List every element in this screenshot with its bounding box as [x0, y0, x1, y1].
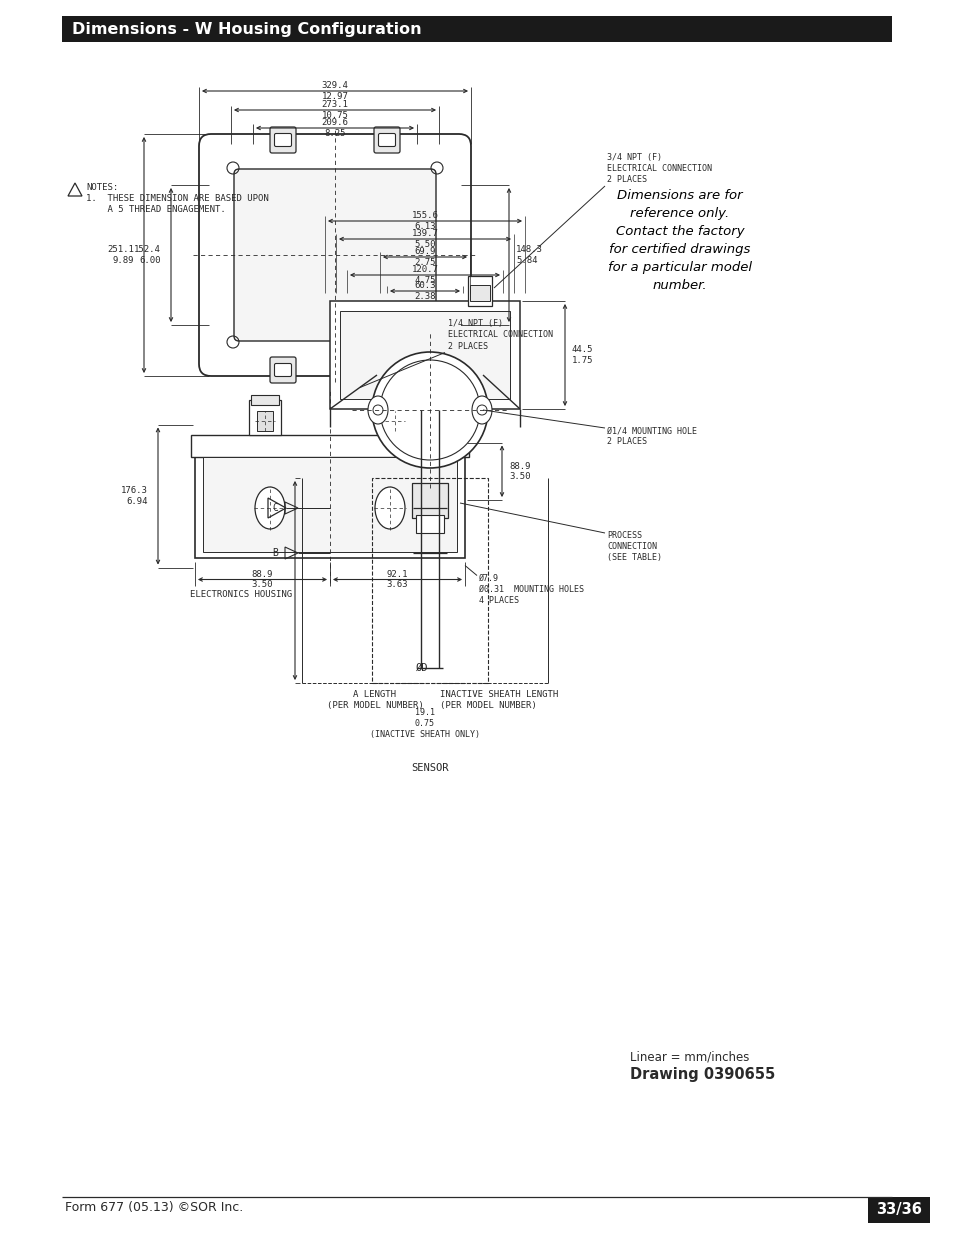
FancyBboxPatch shape — [233, 169, 436, 341]
Text: Drawing 0390655: Drawing 0390655 — [629, 1067, 775, 1083]
FancyBboxPatch shape — [378, 363, 395, 377]
Text: Ø7.9
Ø0.31  MOUNTING HOLES
4 PLACES: Ø7.9 Ø0.31 MOUNTING HOLES 4 PLACES — [478, 573, 583, 605]
Text: 92.1
3.63: 92.1 3.63 — [386, 569, 408, 589]
Text: 33/36: 33/36 — [875, 1203, 921, 1218]
Text: 60.3
2.38: 60.3 2.38 — [414, 282, 436, 300]
Bar — [468, 275, 492, 306]
Text: 3/4 NPT (F)
ELECTRICAL CONNECTION
2 PLACES: 3/4 NPT (F) ELECTRICAL CONNECTION 2 PLAC… — [606, 153, 711, 184]
Bar — [256, 410, 273, 431]
Circle shape — [476, 405, 486, 415]
Bar — [372, 478, 488, 683]
Text: 88.9
3.50: 88.9 3.50 — [509, 462, 530, 480]
Bar — [191, 435, 469, 457]
Ellipse shape — [254, 487, 285, 529]
Bar — [380, 394, 409, 405]
Text: 120.7
4.75: 120.7 4.75 — [411, 266, 438, 285]
Text: Ø1/4 MOUNTING HOLE
2 PLACES: Ø1/4 MOUNTING HOLE 2 PLACES — [606, 426, 697, 446]
Ellipse shape — [472, 396, 492, 424]
Text: Form 677 (05.13) ©SOR Inc.: Form 677 (05.13) ©SOR Inc. — [65, 1200, 243, 1214]
Text: 139.7
5.50: 139.7 5.50 — [411, 230, 438, 248]
Circle shape — [379, 359, 479, 459]
Ellipse shape — [375, 487, 405, 529]
Bar — [412, 483, 448, 517]
Ellipse shape — [368, 396, 388, 424]
Circle shape — [372, 352, 488, 468]
Text: Linear = mm/inches: Linear = mm/inches — [629, 1051, 749, 1063]
Text: 209.6
8.25: 209.6 8.25 — [321, 119, 348, 137]
Text: Dimensions - W Housing Configuration: Dimensions - W Housing Configuration — [71, 21, 421, 37]
Bar — [378, 399, 411, 435]
Text: 69.9
2.75: 69.9 2.75 — [414, 247, 436, 267]
Text: 44.5
1.75: 44.5 1.75 — [572, 346, 593, 364]
Bar — [339, 311, 510, 399]
Bar — [194, 442, 464, 557]
Text: 176.3
6.94: 176.3 6.94 — [121, 487, 148, 505]
FancyBboxPatch shape — [374, 357, 399, 383]
Bar — [330, 301, 519, 409]
Text: 19.1
0.75
(INACTIVE SHEATH ONLY): 19.1 0.75 (INACTIVE SHEATH ONLY) — [370, 708, 479, 740]
Bar — [62, 16, 891, 42]
Text: C: C — [272, 503, 277, 513]
Text: PROCESS
CONNECTION
(SEE TABLE): PROCESS CONNECTION (SEE TABLE) — [606, 531, 661, 562]
FancyBboxPatch shape — [274, 133, 292, 147]
Text: 88.9
3.50: 88.9 3.50 — [252, 569, 273, 589]
Text: 251.1
9.89: 251.1 9.89 — [107, 246, 133, 264]
Text: SENSOR: SENSOR — [411, 763, 448, 773]
FancyBboxPatch shape — [199, 135, 471, 375]
Text: 152.4
6.00: 152.4 6.00 — [134, 246, 161, 264]
Text: 1/4 NPT (F)
ELECTRICAL CONNECTION
2 PLACES: 1/4 NPT (F) ELECTRICAL CONNECTION 2 PLAC… — [448, 320, 553, 351]
Circle shape — [373, 405, 382, 415]
Text: A LENGTH
(PER MODEL NUMBER): A LENGTH (PER MODEL NUMBER) — [326, 690, 423, 710]
Bar — [251, 394, 278, 405]
Text: 155.6
6.13: 155.6 6.13 — [411, 211, 438, 231]
Text: B: B — [272, 548, 277, 558]
Bar — [416, 515, 443, 534]
Text: ØD: ØD — [416, 663, 428, 673]
Bar — [470, 285, 490, 301]
Text: Dimensions are for
reference only.
Contact the factory
for certified drawings
fo: Dimensions are for reference only. Conta… — [607, 189, 751, 291]
Text: 329.4
12.97: 329.4 12.97 — [321, 82, 348, 101]
Text: 148.3
5.84: 148.3 5.84 — [516, 246, 542, 264]
FancyBboxPatch shape — [274, 363, 292, 377]
FancyBboxPatch shape — [378, 133, 395, 147]
Text: INACTIVE SHEATH LENGTH
(PER MODEL NUMBER): INACTIVE SHEATH LENGTH (PER MODEL NUMBER… — [439, 690, 558, 710]
Bar — [249, 399, 281, 435]
Bar — [203, 457, 456, 552]
FancyBboxPatch shape — [374, 127, 399, 153]
FancyBboxPatch shape — [270, 127, 295, 153]
FancyBboxPatch shape — [270, 357, 295, 383]
Text: 273.1
10.75: 273.1 10.75 — [321, 100, 348, 120]
Text: NOTES:
1.  THESE DIMENSION ARE BASED UPON
    A 5 THREAD ENGAGEMENT.: NOTES: 1. THESE DIMENSION ARE BASED UPON… — [86, 183, 269, 214]
Bar — [387, 410, 402, 431]
Text: ELECTRONICS HOUSING: ELECTRONICS HOUSING — [190, 589, 292, 599]
Bar — [867, 1197, 929, 1223]
